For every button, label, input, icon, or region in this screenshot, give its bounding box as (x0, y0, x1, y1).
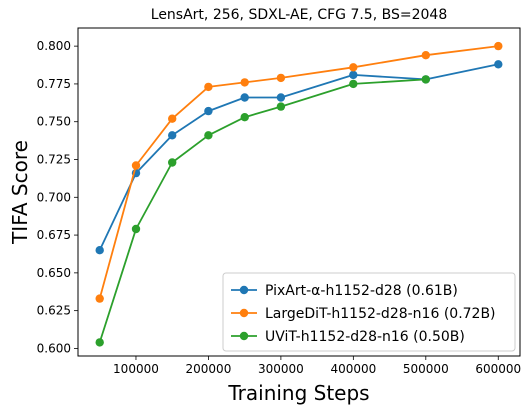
data-point (131, 161, 141, 170)
series-line (98, 45, 499, 299)
legend-label: LargeDiT-h1152-d28-n16 (0.72B) (265, 306, 496, 322)
legend-label: PixArt-α-h1152-d28 (0.61B) (265, 283, 458, 299)
data-point (421, 75, 430, 84)
x-axis-label: Training Steps (227, 381, 369, 405)
series-line (98, 78, 426, 343)
data-point (349, 79, 358, 89)
y-tick-label: 0.750 (37, 115, 71, 129)
series-line (98, 63, 499, 251)
data-point (276, 102, 286, 111)
series-0 (95, 60, 503, 255)
data-point (494, 60, 503, 69)
legend: PixArt-α-h1152-d28 (0.61B) LargeDiT-h1152… (222, 272, 516, 352)
legend-box (222, 272, 516, 352)
y-tick-label: 0.600 (37, 341, 71, 355)
series-2 (95, 75, 430, 347)
y-tick-label: 0.625 (37, 304, 71, 318)
y-tick-label: 0.700 (37, 190, 71, 204)
data-point (494, 41, 503, 51)
x-tick-label: 200000 (186, 362, 232, 376)
x-tick-label: 100000 (113, 362, 159, 376)
y-tick-label: 0.650 (37, 266, 71, 280)
data-point (204, 106, 213, 116)
legend-label: UViT-h1152-d28-n16 (0.50B) (265, 329, 465, 345)
data-point (276, 93, 286, 102)
legend-swatch-marker (239, 285, 249, 295)
y-tick-label: 0.800 (37, 39, 71, 53)
y-tick-label: 0.775 (37, 77, 71, 91)
y-tick-label: 0.725 (37, 153, 71, 167)
data-point (349, 70, 358, 80)
data-point (95, 246, 104, 255)
data-point (95, 338, 104, 347)
data-point (131, 224, 141, 234)
data-point (240, 93, 249, 102)
data-point (168, 114, 177, 123)
axes-frame (77, 27, 521, 357)
data-point (276, 73, 286, 83)
x-tick-label: 300000 (258, 362, 304, 376)
data-point (95, 294, 104, 303)
data-point (240, 113, 249, 122)
data-point (168, 158, 177, 167)
x-tick-label: 400000 (330, 362, 376, 376)
x-tick-label: 500000 (403, 362, 449, 376)
y-axis-label: TIFA Score (8, 140, 32, 245)
data-point (204, 131, 213, 140)
x-tick-label: 600000 (475, 362, 521, 376)
legend-swatch-marker (239, 331, 249, 341)
legend-swatch-marker (239, 308, 249, 318)
plot-area: 100000 200000 300000 400000 500000 600000 0.60… (37, 27, 521, 376)
chart-title: LensArt, 256, SDXL-AE, CFG 7.5, BS=2048 (151, 7, 447, 23)
y-tick-label: 0.675 (37, 228, 71, 242)
series-1 (95, 41, 503, 303)
data-point (168, 131, 177, 140)
data-point (421, 51, 430, 60)
data-point (349, 63, 358, 72)
data-point (240, 78, 249, 87)
data-point (204, 82, 213, 92)
